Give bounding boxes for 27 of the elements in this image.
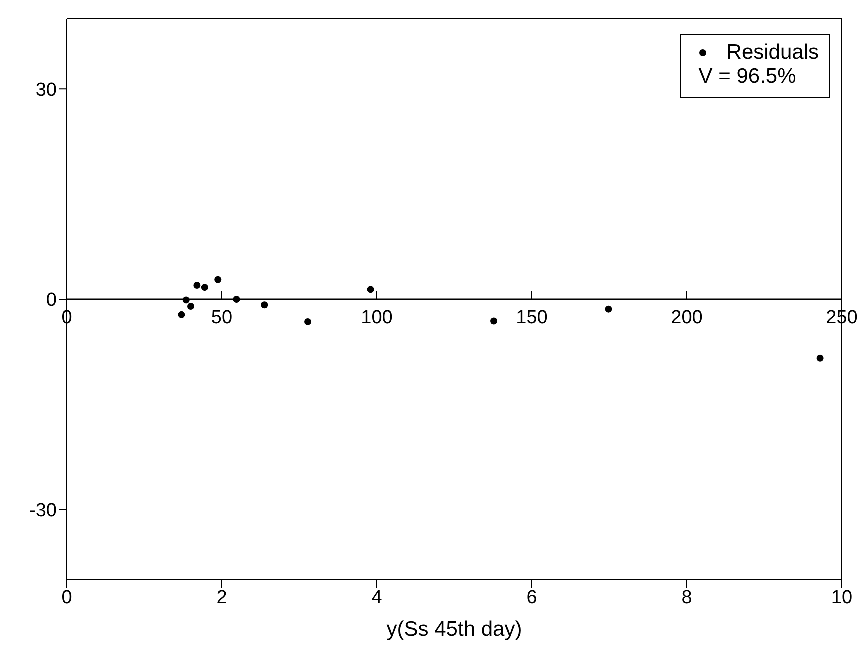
point <box>188 303 194 310</box>
x2-tick-label: 100 <box>361 308 393 328</box>
x2-tick-label: 50 <box>211 308 233 328</box>
y-tick-label: 30 <box>36 80 57 101</box>
x2-tick-label: 150 <box>516 308 548 328</box>
x-tick-label: 10 <box>831 587 853 608</box>
point <box>304 318 312 326</box>
point <box>261 302 268 309</box>
x-tick-label: 8 <box>682 587 692 608</box>
point <box>816 354 824 362</box>
y-tick-label: 0 <box>46 290 57 312</box>
x-axis-title: y(Ss 45th day) <box>386 618 522 641</box>
point <box>178 311 186 318</box>
point <box>490 318 498 325</box>
x-tick-label: 4 <box>372 587 383 608</box>
x2-tick-label: 200 <box>671 308 703 328</box>
x-tick-label: 2 <box>216 587 228 608</box>
point <box>194 282 201 289</box>
point <box>201 284 208 292</box>
point <box>605 306 612 313</box>
x-tick-label: 6 <box>526 587 538 608</box>
annotation: V = 96.5% <box>698 65 798 89</box>
x-tick-label: 0 <box>62 587 72 608</box>
point <box>214 276 222 284</box>
point <box>367 286 374 294</box>
legend-label: Residuals <box>726 41 819 65</box>
y-tick-label: -30 <box>30 500 57 522</box>
